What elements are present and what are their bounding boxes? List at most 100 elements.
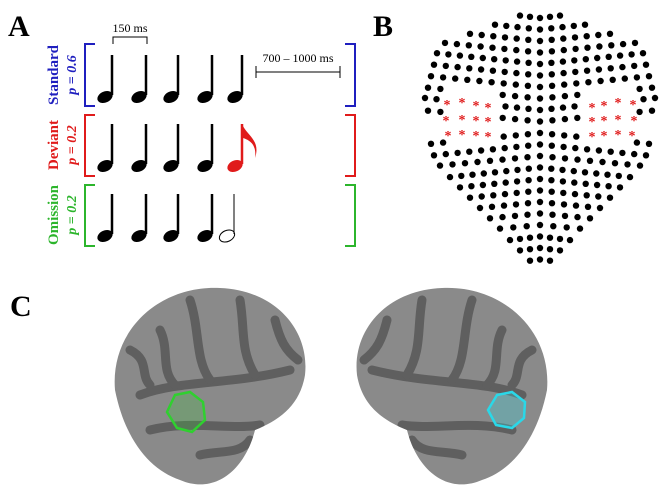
electrode xyxy=(480,55,486,61)
electrode xyxy=(499,156,505,162)
electrode xyxy=(608,42,614,48)
electrode xyxy=(513,132,519,138)
electrode-star: * xyxy=(473,99,480,114)
electrode xyxy=(457,52,463,58)
electrode xyxy=(549,154,555,160)
electrode xyxy=(560,190,566,196)
electrode xyxy=(466,149,472,155)
electrode xyxy=(548,106,554,112)
electrode xyxy=(537,141,543,147)
electrode xyxy=(631,151,637,157)
electrode xyxy=(514,24,520,30)
electrode xyxy=(500,115,506,121)
electrode xyxy=(619,64,625,70)
electrode xyxy=(527,258,533,264)
electrode xyxy=(478,147,484,153)
electrode xyxy=(512,116,518,122)
electrode xyxy=(622,75,628,81)
condition-probability: p = 0.2 xyxy=(65,195,80,235)
electrode xyxy=(549,37,555,43)
interval-label: 700 – 1000 ms xyxy=(262,51,333,65)
electrode xyxy=(632,40,638,46)
electrode xyxy=(547,235,553,241)
electrode xyxy=(637,162,643,168)
electrode xyxy=(574,156,580,162)
electrode xyxy=(537,245,543,251)
electrode xyxy=(652,95,658,101)
electrode xyxy=(499,214,505,220)
electrode xyxy=(582,169,588,175)
electrode xyxy=(561,132,567,138)
electrode xyxy=(574,92,580,98)
electrode xyxy=(597,78,603,84)
electrode xyxy=(596,66,602,72)
electrode xyxy=(549,200,555,206)
electrode xyxy=(571,23,577,29)
electrode xyxy=(537,95,543,101)
electrode xyxy=(490,146,496,152)
electrode xyxy=(572,191,578,197)
electrode xyxy=(524,212,530,218)
electrode xyxy=(607,31,613,37)
electrode xyxy=(502,103,508,109)
electrode xyxy=(513,47,519,53)
electrode xyxy=(606,54,612,60)
electrode xyxy=(443,63,449,69)
electrode xyxy=(514,58,520,64)
electrode-star: * xyxy=(615,96,622,111)
electrode-star: * xyxy=(485,130,492,145)
electrode xyxy=(458,173,464,179)
electrode xyxy=(476,78,482,84)
electrode xyxy=(497,225,503,231)
electrode xyxy=(549,117,555,123)
electrode-star: * xyxy=(485,115,492,130)
electrode xyxy=(549,189,555,195)
electrode xyxy=(447,174,453,180)
electrode xyxy=(537,26,543,32)
panel-label: A xyxy=(8,10,30,43)
condition-probability: p = 0.2 xyxy=(65,125,80,165)
electrode-star: * xyxy=(485,101,492,116)
electrode xyxy=(557,12,563,18)
electrode xyxy=(572,46,578,52)
electrode xyxy=(526,25,532,31)
electrode xyxy=(605,183,611,189)
electrode-star: * xyxy=(601,114,608,129)
electrode-star: * xyxy=(473,114,480,129)
electrode xyxy=(549,94,555,100)
electrode xyxy=(525,189,531,195)
electrode xyxy=(502,191,508,197)
electrode xyxy=(549,212,555,218)
electrode xyxy=(549,131,555,137)
electrode xyxy=(608,65,614,71)
electrode xyxy=(524,154,530,160)
electrode xyxy=(490,68,496,74)
electrode-star: * xyxy=(601,99,608,114)
electrode xyxy=(514,35,520,41)
electrode xyxy=(596,147,602,153)
electrode xyxy=(466,65,472,71)
electrode xyxy=(612,160,618,166)
electrode xyxy=(501,202,507,208)
electrode xyxy=(479,32,485,38)
electrode xyxy=(525,177,531,183)
electrode xyxy=(582,22,588,28)
electrode xyxy=(524,223,530,229)
electrode xyxy=(557,247,563,253)
electrode xyxy=(501,46,507,52)
electrode xyxy=(442,40,448,46)
electrode xyxy=(425,85,431,91)
electrode xyxy=(549,143,555,149)
electrode xyxy=(585,204,591,210)
electrode xyxy=(584,45,590,51)
electrode xyxy=(491,56,497,62)
electrode xyxy=(572,145,578,151)
electrode-star: * xyxy=(615,113,622,128)
electrode xyxy=(584,68,590,74)
electrode xyxy=(431,152,437,158)
electrode xyxy=(560,104,566,110)
electrode xyxy=(537,153,543,159)
electrode xyxy=(525,37,531,43)
electrode xyxy=(449,161,455,167)
electrode xyxy=(595,32,601,38)
